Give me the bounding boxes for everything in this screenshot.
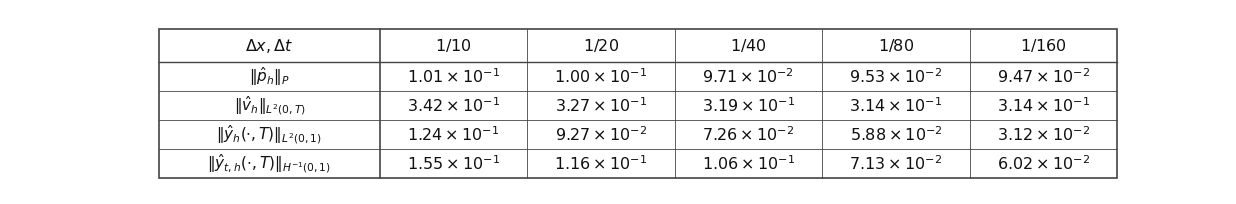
Text: $1.55 \times 10^{-1}$: $1.55 \times 10^{-1}$ bbox=[407, 155, 499, 173]
Text: $\Delta x, \Delta t$: $\Delta x, \Delta t$ bbox=[245, 37, 294, 55]
Text: $3.19 \times 10^{-1}$: $3.19 \times 10^{-1}$ bbox=[702, 96, 795, 115]
Text: $9.27 \times 10^{-2}$: $9.27 \times 10^{-2}$ bbox=[555, 125, 646, 144]
Text: $3.27 \times 10^{-1}$: $3.27 \times 10^{-1}$ bbox=[555, 96, 646, 115]
Text: $1.24 \times 10^{-1}$: $1.24 \times 10^{-1}$ bbox=[407, 125, 499, 144]
Text: $3.12 \times 10^{-2}$: $3.12 \times 10^{-2}$ bbox=[997, 125, 1090, 144]
Text: $\|\hat{y}_h(\cdot,T)\|_{L^2(0,1)}$: $\|\hat{y}_h(\cdot,T)\|_{L^2(0,1)}$ bbox=[216, 124, 323, 146]
Text: $1.16 \times 10^{-1}$: $1.16 \times 10^{-1}$ bbox=[554, 155, 648, 173]
Bar bbox=[159, 29, 1117, 62]
Text: $7.13 \times 10^{-2}$: $7.13 \times 10^{-2}$ bbox=[849, 155, 943, 173]
Text: $3.14 \times 10^{-1}$: $3.14 \times 10^{-1}$ bbox=[849, 96, 943, 115]
Text: $1/160$: $1/160$ bbox=[1020, 37, 1067, 54]
Text: $6.02 \times 10^{-2}$: $6.02 \times 10^{-2}$ bbox=[997, 155, 1090, 173]
Text: $1/10$: $1/10$ bbox=[435, 37, 472, 54]
Text: $3.42 \times 10^{-1}$: $3.42 \times 10^{-1}$ bbox=[407, 96, 499, 115]
Text: $\|\hat{y}_{t,h}(\cdot,T)\|_{H^{-1}(0,1)}$: $\|\hat{y}_{t,h}(\cdot,T)\|_{H^{-1}(0,1)… bbox=[208, 153, 331, 175]
Text: $1/80$: $1/80$ bbox=[878, 37, 913, 54]
Text: $1.01 \times 10^{-1}$: $1.01 \times 10^{-1}$ bbox=[407, 67, 499, 86]
Text: $1/20$: $1/20$ bbox=[583, 37, 619, 54]
Text: $\|\hat{v}_h\|_{L^2(0,T)}$: $\|\hat{v}_h\|_{L^2(0,T)}$ bbox=[234, 94, 305, 117]
Text: $\|\hat{p}_h\|_P$: $\|\hat{p}_h\|_P$ bbox=[248, 65, 290, 88]
Text: $9.47 \times 10^{-2}$: $9.47 \times 10^{-2}$ bbox=[997, 67, 1090, 86]
Text: $7.26 \times 10^{-2}$: $7.26 \times 10^{-2}$ bbox=[702, 125, 795, 144]
Text: $1/40$: $1/40$ bbox=[730, 37, 766, 54]
Text: $1.00 \times 10^{-1}$: $1.00 \times 10^{-1}$ bbox=[554, 67, 648, 86]
Text: $9.53 \times 10^{-2}$: $9.53 \times 10^{-2}$ bbox=[849, 67, 943, 86]
Text: $5.88 \times 10^{-2}$: $5.88 \times 10^{-2}$ bbox=[849, 125, 942, 144]
Text: $3.14 \times 10^{-1}$: $3.14 \times 10^{-1}$ bbox=[997, 96, 1090, 115]
Text: $1.06 \times 10^{-1}$: $1.06 \times 10^{-1}$ bbox=[702, 155, 795, 173]
Text: $9.71 \times 10^{-2}$: $9.71 \times 10^{-2}$ bbox=[702, 67, 795, 86]
